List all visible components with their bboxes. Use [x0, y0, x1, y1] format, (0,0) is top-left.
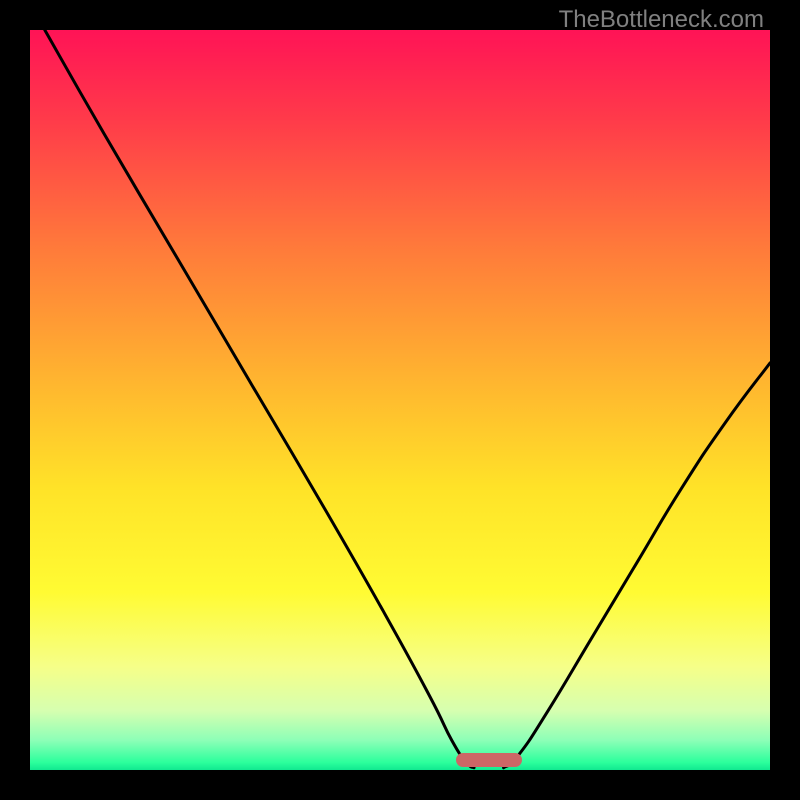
watermark-text: TheBottleneck.com: [559, 6, 764, 34]
chart-frame: TheBottleneck.com: [0, 0, 800, 800]
optimal-range-marker: [456, 753, 523, 767]
curve-right-branch: [504, 363, 770, 768]
plot-area: [30, 30, 770, 770]
curve-overlay: [30, 30, 770, 770]
curve-left-branch: [45, 30, 474, 768]
